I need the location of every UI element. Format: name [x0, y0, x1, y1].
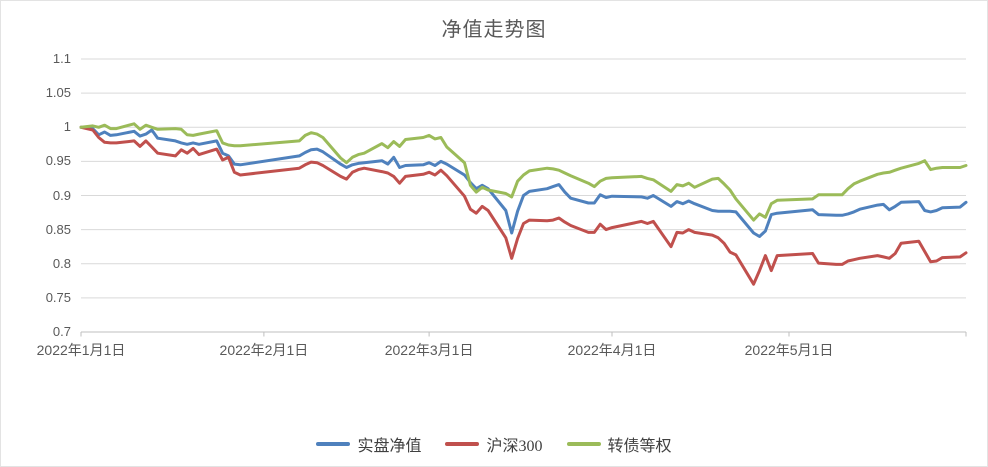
legend-label: 实盘净值 [357, 438, 422, 455]
y-axis-label: 0.85 [45, 221, 71, 237]
y-axis-label: 0.7 [52, 324, 71, 339]
y-axis-label: 1.05 [45, 85, 71, 101]
legend-swatch [316, 442, 351, 446]
legend: 实盘净值 沪深300 转债等权 [1, 432, 987, 456]
series-line-沪深300[interactable] [79, 125, 968, 286]
y-axis-label: 1 [63, 119, 71, 135]
y-axis-label: 0.9 [52, 187, 71, 203]
legend-item-转债等权[interactable]: 转债等权 [566, 432, 672, 456]
legend-label: 转债等权 [607, 438, 672, 455]
series-line-实盘净值[interactable] [79, 125, 968, 238]
series-line-转债等权[interactable] [79, 122, 968, 222]
legend-swatch [445, 442, 480, 446]
x-axis-label: 2022年4月1日 [567, 342, 657, 358]
chart-title[interactable]: 净值走势图 [441, 19, 547, 41]
legend-swatch [566, 442, 601, 446]
x-axis-label: 2022年2月1日 [219, 342, 309, 358]
x-axis-label: 2022年1月1日 [36, 342, 126, 358]
y-axis-label: 0.75 [45, 289, 71, 305]
legend-label: 沪深300 [486, 438, 543, 455]
y-axis: 1.1 1.05 1 0.95 0.9 0.85 0.8 0.75 0.7 [1, 1, 73, 466]
y-axis-label: 0.95 [45, 153, 71, 169]
legend-item-沪深300[interactable]: 沪深300 [445, 432, 543, 456]
y-axis-label: 1.1 [52, 51, 71, 66]
legend-item-实盘净值[interactable]: 实盘净值 [316, 432, 421, 456]
x-axis-label: 2022年5月1日 [744, 342, 834, 358]
y-axis-label: 0.8 [52, 255, 71, 271]
x-axis-label: 2022年3月1日 [384, 342, 474, 358]
x-axis: 2022年1月1日 2022年2月1日 2022年3月1日 2022年4月1日 2022… [1, 340, 987, 360]
